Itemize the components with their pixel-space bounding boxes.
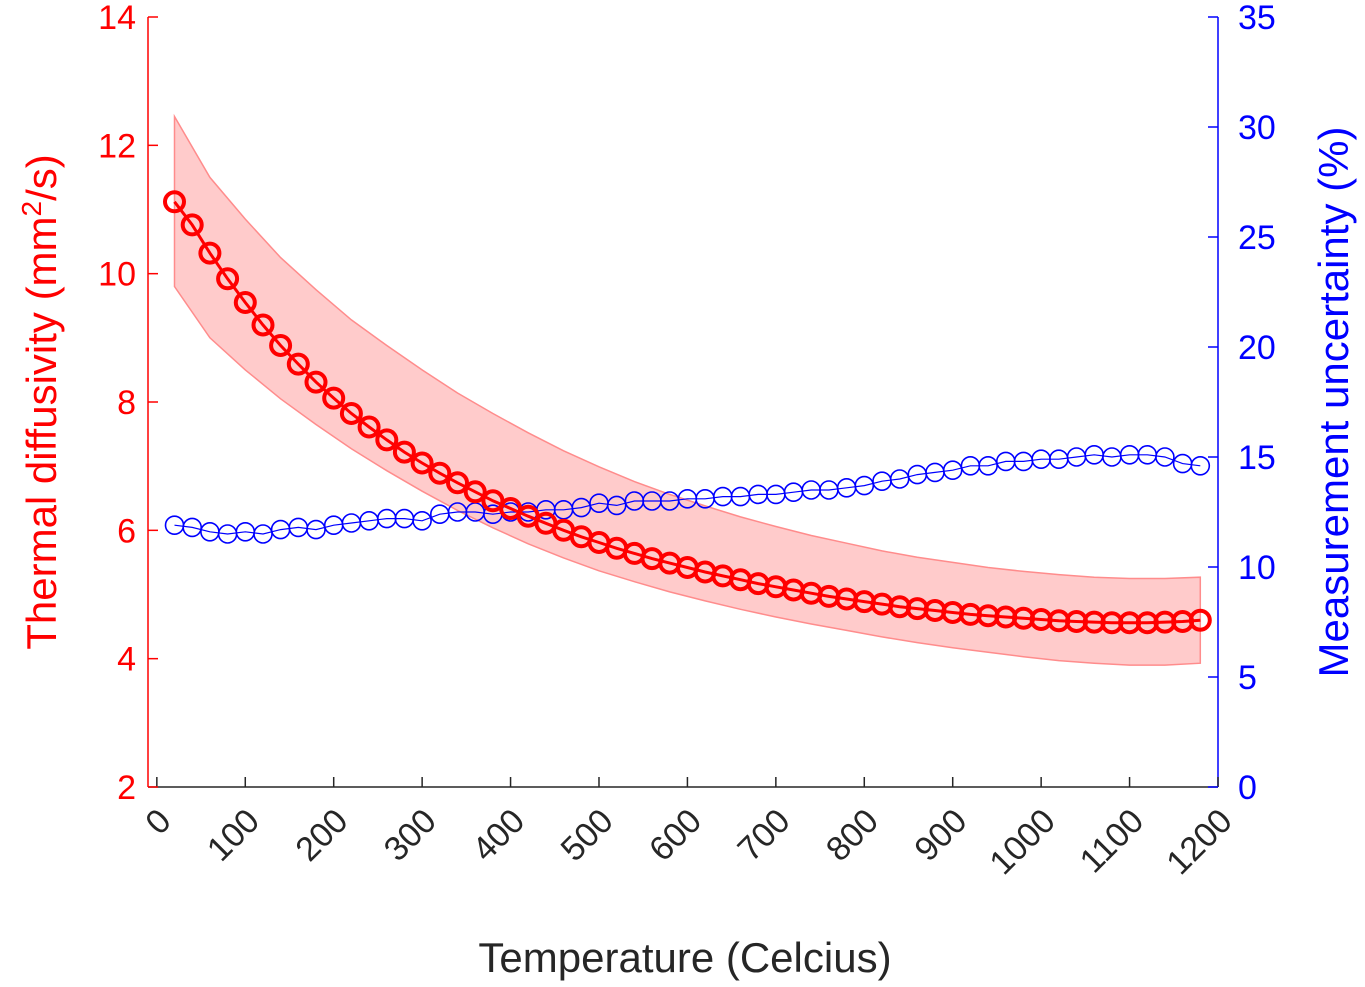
uncertainty-series-layer [164, 444, 1211, 544]
right-y-tick-label: 5 [1238, 659, 1257, 697]
diffusivity-series-layer [163, 190, 1212, 635]
right-y-tick-label: 35 [1238, 0, 1276, 37]
x-tick-label: 900 [907, 802, 974, 869]
x-tick-label: 1200 [1159, 802, 1239, 882]
left-y-tick-label: 10 [98, 256, 136, 294]
diffusivity-point [163, 190, 186, 214]
x-axis-label: Temperature (Celcius) [478, 934, 891, 981]
diffusivity-point [304, 370, 328, 394]
diffusivity-point [198, 241, 222, 265]
right-y-axis-label: Measurement uncertainty (%) [1310, 127, 1357, 678]
left-y-tick-label: 2 [117, 769, 136, 807]
x-tick-label: 200 [288, 802, 355, 869]
uncertainty-point [1155, 447, 1175, 467]
diffusivity-point [1188, 608, 1212, 632]
diffusivity-point [392, 440, 416, 464]
right-y-tick-label: 20 [1238, 329, 1276, 367]
diffusivity-point [251, 313, 275, 337]
diffusivity-point [357, 415, 381, 439]
uncertainty-point [412, 510, 432, 531]
diffusivity-point [233, 291, 257, 314]
uncertainty-line [174, 454, 1201, 535]
uncertainty-band-layer [173, 113, 1202, 666]
x-tick-label: 0 [138, 802, 178, 842]
x-tick-label: 100 [200, 802, 267, 869]
diffusivity-point [375, 428, 399, 452]
left-y-axis-label: Thermal diffusivity (mm2/s) [16, 154, 66, 650]
x-tick-label: 700 [731, 802, 798, 869]
diffusivity-point [180, 213, 204, 237]
diffusivity-point [216, 267, 240, 291]
diffusivity-point [339, 402, 363, 425]
x-tick-label: 800 [819, 802, 886, 869]
right-y-tick-label: 0 [1238, 769, 1257, 807]
diffusivity-point [463, 480, 487, 504]
right-y-tick-label: 15 [1238, 439, 1276, 477]
left-y-tick-label: 6 [117, 512, 136, 550]
diffusivity-point [446, 471, 469, 495]
left-y-tick-label: 4 [117, 641, 136, 679]
x-tick-label: 1100 [1073, 802, 1152, 881]
left-y-axis-label-prefix: Thermal diffusivity (mm [18, 216, 65, 649]
uncertainty-point [1190, 455, 1211, 476]
left-y-tick-label: 8 [117, 384, 136, 422]
left-y-axis-label-suffix: /s) [18, 154, 65, 201]
left-y-axis-label-superscript: 2 [16, 201, 47, 217]
diffusivity-point [286, 352, 310, 376]
left-y-tick-label: 14 [98, 0, 136, 37]
ticks-layer: 0 100 200 300 400 500 600 700 800 900 1000 1100 1200… [98, 0, 1276, 882]
x-tick-label: 1000 [982, 802, 1062, 882]
x-tick-label: 400 [465, 802, 532, 869]
right-y-tick-label: 30 [1238, 109, 1276, 147]
right-y-tick-label: 10 [1238, 549, 1276, 587]
uncertainty-band [173, 113, 1202, 666]
left-y-tick-label: 12 [98, 127, 136, 165]
x-tick-label: 500 [554, 802, 621, 869]
diffusivity-point [428, 461, 452, 485]
diffusivity-point [322, 386, 346, 410]
right-y-tick-label: 25 [1238, 219, 1276, 257]
x-tick-label: 300 [377, 802, 444, 869]
x-tick-label: 600 [642, 802, 709, 869]
diffusivity-point [269, 334, 293, 357]
diffusivity-point [410, 451, 434, 475]
